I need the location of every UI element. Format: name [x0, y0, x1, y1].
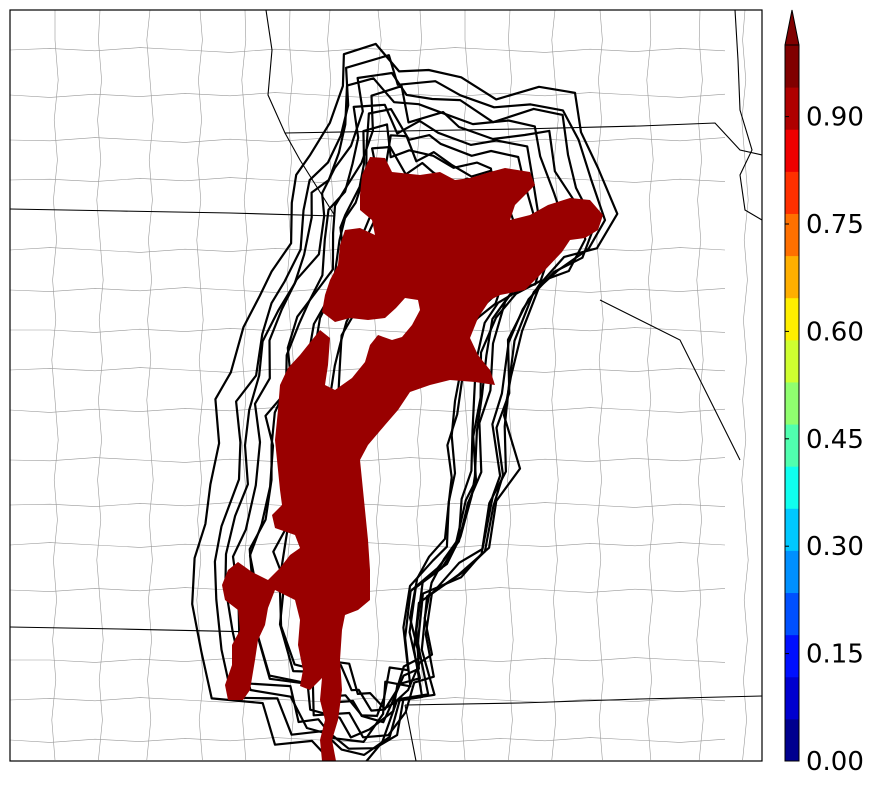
colorbar-cell	[785, 592, 799, 636]
colorbar-tick-label: 0.75	[806, 210, 864, 240]
colorbar-cell	[785, 129, 799, 172]
county-line	[646, 10, 654, 761]
colorbar-tick-label: 0.90	[806, 103, 864, 133]
ensemble-member-contour	[231, 71, 596, 750]
river-outline-east	[599, 299, 741, 461]
colorbar-cell	[785, 676, 799, 720]
colorbar-cell	[785, 508, 799, 551]
state-line-north	[10, 208, 336, 217]
county-line	[551, 10, 559, 761]
state-line-east	[734, 10, 762, 221]
county-line	[196, 10, 204, 761]
probability-fill-region	[222, 157, 603, 761]
colorbar-cell	[785, 297, 799, 341]
map-border	[9, 9, 763, 762]
colorbar-tick-label: 0.45	[806, 425, 864, 455]
county-line	[10, 457, 726, 463]
colorbar-outline	[784, 44, 800, 762]
county-line	[51, 10, 59, 761]
colorbar-ticks: 0.00 0.15 0.30 0.45 0.60 0.75 0.90	[785, 103, 864, 777]
colorbar-tick-label: 0.60	[806, 317, 864, 347]
state-line-south-east	[404, 695, 762, 706]
colorbar-cell	[785, 87, 799, 130]
state-line-vertical-west	[265, 10, 336, 217]
colorbar-tick-label: 0.15	[806, 640, 864, 670]
colorbar-cell	[785, 45, 799, 88]
county-line	[96, 10, 104, 761]
county-line	[741, 10, 749, 761]
colorbar-cell	[785, 213, 799, 257]
colorbar-extend-arrow	[785, 10, 799, 45]
colorbar-cell	[785, 339, 799, 383]
colorbar-tick-label: 0.00	[806, 747, 864, 777]
colorbar-cell	[785, 466, 799, 509]
county-line	[696, 10, 704, 761]
colorbar-cell	[785, 424, 799, 467]
ensemble-member-contour	[213, 54, 607, 756]
county-line	[146, 10, 154, 761]
colorbar-cell	[785, 718, 799, 762]
county-line	[10, 137, 726, 143]
colorbar: 0.00 0.15 0.30 0.45 0.60 0.75 0.90	[784, 9, 864, 777]
county-line	[10, 327, 726, 333]
ensemble-member-contour	[191, 42, 619, 761]
ensemble-member-contour	[248, 85, 587, 739]
county-line	[10, 737, 726, 743]
colorbar-cell	[785, 550, 799, 594]
colorbar-arrow-outline	[784, 9, 800, 46]
county-line	[10, 92, 726, 98]
state-line-south	[10, 626, 259, 633]
state-line-vertical-center	[404, 704, 417, 761]
colorbar-cells	[785, 45, 799, 762]
colorbar-cell	[785, 634, 799, 678]
county-line	[10, 502, 726, 508]
colorbar-cell	[785, 171, 799, 214]
colorbar-cell	[785, 381, 799, 425]
county-line	[10, 657, 726, 663]
state-boundaries	[10, 10, 762, 761]
colorbar-cell	[785, 255, 799, 299]
colorbar-tick-label: 0.30	[806, 532, 864, 562]
